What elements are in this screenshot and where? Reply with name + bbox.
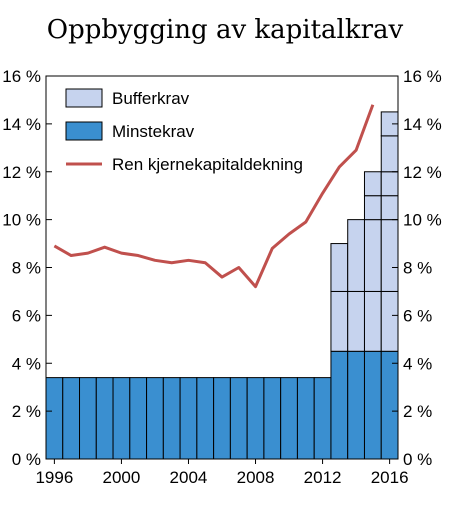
y-tick-label-left: 16 %	[2, 67, 41, 86]
bar-minstekrav	[179, 377, 198, 460]
y-tick-label-right: 10 %	[403, 211, 442, 230]
x-tick-label: 2016	[371, 468, 409, 487]
bar-minstekrav	[62, 377, 81, 460]
x-tick-label: 2000	[103, 468, 141, 487]
bar-minstekrav	[45, 377, 64, 460]
legend-label: Ren kjernekapitaldekning	[112, 155, 303, 174]
bar-minstekrav	[129, 377, 148, 460]
bar-minstekrav	[146, 377, 164, 460]
y-tick-label-right: 4 %	[403, 354, 432, 373]
bar-minstekrav	[79, 377, 97, 460]
y-tick-label-left: 12 %	[2, 163, 41, 182]
bar-bufferkrav	[330, 290, 349, 352]
y-tick-label-left: 2 %	[12, 402, 41, 421]
bar-bufferkrav	[347, 219, 365, 292]
chart-title: Oppbygging av kapitalkrav	[47, 15, 404, 45]
bar-bufferkrav	[363, 171, 382, 197]
bar-bufferkrav	[380, 135, 399, 173]
x-tick-label: 1996	[35, 468, 73, 487]
x-tick-label: 2012	[304, 468, 342, 487]
line-ren-kjernekapitaldekning	[53, 104, 375, 289]
bar-bufferkrav	[380, 219, 399, 292]
y-tick-label-right: 6 %	[403, 306, 432, 325]
bar-bufferkrav	[347, 290, 365, 352]
bar-minstekrav	[313, 377, 332, 460]
bar-minstekrav	[213, 377, 231, 460]
bar-minstekrav	[380, 350, 399, 460]
y-tick-label-left: 0 %	[12, 450, 41, 469]
bar-minstekrav	[229, 377, 248, 460]
legend-label: Bufferkrav	[112, 89, 190, 108]
line-layer	[53, 104, 375, 289]
bar-minstekrav	[296, 377, 315, 460]
legend-swatch	[65, 121, 103, 141]
bar-minstekrav	[112, 377, 131, 460]
bar-minstekrav	[162, 377, 181, 460]
bar-bufferkrav	[380, 171, 399, 197]
y-tick-label-right: 16 %	[403, 67, 442, 86]
y-tick-label-right: 0 %	[403, 450, 432, 469]
axes-layer: 0 % 0 % 2 % 2 % 4 % 4 % 6 % 6 % 8 % 8 % 10 % 10 % 12…	[2, 67, 442, 487]
y-tick-label-right: 2 %	[403, 402, 432, 421]
bar-minstekrav	[347, 350, 365, 460]
bar-minstekrav	[95, 377, 114, 460]
y-tick-label-left: 8 %	[12, 259, 41, 278]
y-tick-label-left: 14 %	[2, 115, 41, 134]
legend-swatch	[65, 88, 103, 108]
x-tick-label: 2008	[237, 468, 275, 487]
bars-layer	[45, 111, 399, 460]
bar-minstekrav	[263, 377, 282, 460]
legend: Bufferkrav Minstekrav Ren kjernekapitaldek…	[65, 88, 303, 174]
bar-minstekrav	[246, 377, 265, 460]
y-tick-label-right: 8 %	[403, 259, 432, 278]
y-tick-label-right: 12 %	[403, 163, 442, 182]
y-tick-label-left: 6 %	[12, 306, 41, 325]
y-tick-label-left: 4 %	[12, 354, 41, 373]
legend-label: Minstekrav	[112, 122, 195, 141]
bar-minstekrav	[363, 350, 382, 460]
bar-bufferkrav	[380, 290, 399, 352]
bar-minstekrav	[330, 350, 349, 460]
bar-minstekrav	[280, 377, 298, 460]
bar-bufferkrav	[363, 290, 382, 352]
x-tick-label: 2004	[170, 468, 208, 487]
bar-bufferkrav	[363, 219, 382, 292]
y-tick-label-left: 10 %	[2, 211, 41, 230]
y-tick-label-right: 14 %	[403, 115, 442, 134]
bar-bufferkrav	[380, 195, 399, 221]
bar-bufferkrav	[363, 195, 382, 221]
bar-bufferkrav	[330, 243, 349, 292]
bar-minstekrav	[196, 377, 215, 460]
